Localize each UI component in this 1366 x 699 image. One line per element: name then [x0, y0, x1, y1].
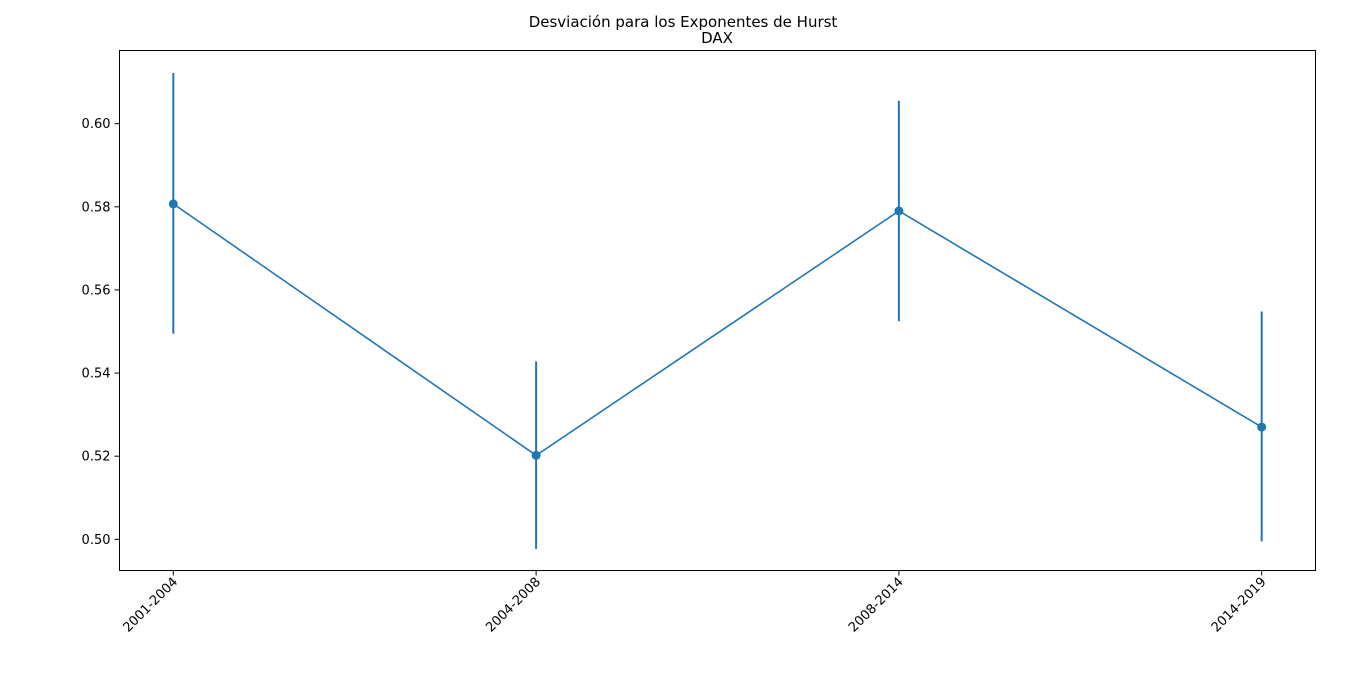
data-point [894, 206, 904, 216]
data-point [531, 450, 541, 460]
y-tick-label: 0.60 [82, 117, 111, 132]
chart-subtitle: DAX [701, 29, 733, 47]
chart-title: Desviación para los Exponentes de Hurst [529, 13, 838, 31]
y-tick-label: 0.50 [82, 533, 111, 548]
y-tick-label: 0.54 [82, 367, 111, 382]
y-tick-label: 0.52 [82, 450, 111, 465]
axes-frame [119, 50, 1316, 571]
y-tick-label: 0.58 [82, 200, 111, 215]
data-point [168, 199, 178, 209]
data-point [1257, 422, 1267, 432]
series-line [172, 203, 1263, 457]
y-tick-label: 0.56 [82, 283, 111, 298]
